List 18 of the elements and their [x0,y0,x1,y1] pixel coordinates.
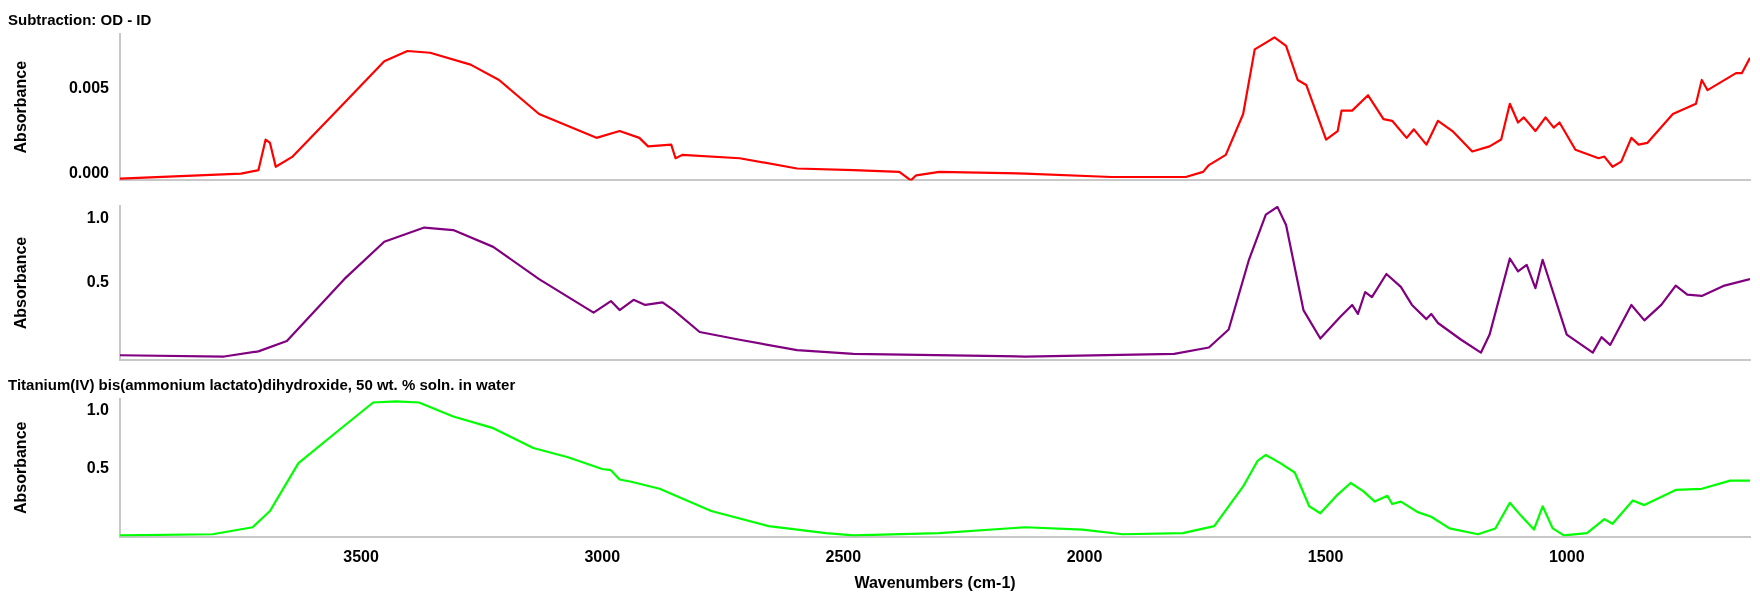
y-axis-title: Absorbance [12,421,30,515]
y-tick-label: 0.5 [86,459,110,477]
chart-title: Subtraction: OD - ID [8,11,152,29]
x-tick-label: 2500 [825,547,862,565]
y-tick-label: 0.5 [86,273,110,291]
chart-title: Titanium(IV) bis(ammonium lactato)dihydroxide, 50 wt. % soln. in water [8,376,516,394]
x-tick-label: 1500 [1307,547,1344,565]
y-axis-title: Absorbance [12,236,30,330]
x-axis-title: Wavenumbers (cm-1) [854,573,1016,591]
x-tick-label: 2000 [1066,547,1103,565]
y-tick-label: 0.000 [68,164,110,181]
x-tick-label: 3500 [343,547,380,565]
y-tick-label: 1.0 [86,208,110,226]
y-tick-label: 0.005 [68,78,110,96]
x-tick-label: 1000 [1548,547,1585,565]
y-axis-title: Absorbance [12,60,30,154]
x-tick-label: 3000 [584,547,621,565]
y-tick-label: 1.0 [86,401,110,419]
